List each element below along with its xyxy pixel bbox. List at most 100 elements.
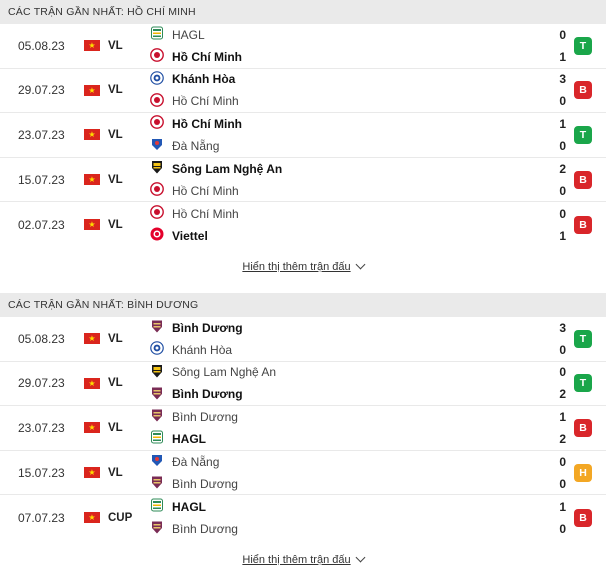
show-more-label[interactable]: Hiển thị thêm trận đấu <box>242 260 351 273</box>
scores: 1 2 <box>390 409 566 447</box>
scores: 0 1 <box>390 27 566 65</box>
vietnam-flag-icon <box>84 219 100 231</box>
danang-crest-icon <box>150 453 164 470</box>
hagl-crest-icon <box>150 26 164 43</box>
home-score: 2 <box>559 161 566 176</box>
away-team-name: HAGL <box>172 431 206 446</box>
match-row[interactable]: 05.08.23 VL HAGL Hồ Chí Minh 0 1 T <box>0 24 606 69</box>
chevron-down-icon <box>355 552 366 563</box>
competition-label: VL <box>108 128 123 141</box>
scores: 0 0 <box>390 454 566 492</box>
home-team: Bình Dương <box>150 409 390 425</box>
binhduong-crest-icon <box>150 319 164 336</box>
hagl-crest-icon <box>150 498 164 515</box>
home-team-name: Sông Lam Nghệ An <box>172 365 277 380</box>
home-team: Sông Lam Nghệ An <box>150 161 390 177</box>
hcm-crest-icon <box>150 182 164 199</box>
show-more-link[interactable]: Hiển thị thêm trận đấu <box>0 247 606 287</box>
away-team: Hồ Chí Minh <box>150 48 390 65</box>
vietnam-flag-icon <box>84 377 100 389</box>
binhduong-crest-icon <box>150 475 164 492</box>
match-date: 15.07.23 <box>18 172 65 187</box>
scores: 3 0 <box>390 320 566 358</box>
competition-label: VL <box>108 39 123 52</box>
vietnam-flag-icon <box>84 174 100 186</box>
home-team: Hồ Chí Minh <box>150 115 390 132</box>
match-row[interactable]: 15.07.23 VL Đà Nẵng Bình Dương 0 0 H <box>0 451 606 496</box>
vietnam-flag-icon <box>84 84 100 96</box>
match-date: 02.07.23 <box>18 217 65 232</box>
result-badge: T <box>574 329 592 348</box>
match-row[interactable]: 15.07.23 VL Sông Lam Nghệ An Hồ Chí Minh… <box>0 158 606 203</box>
teams: HAGL Bình Dương <box>150 498 390 537</box>
teams: HAGL Hồ Chí Minh <box>150 26 390 65</box>
show-more-label[interactable]: Hiển thị thêm trận đấu <box>242 553 351 566</box>
result-badge: B <box>574 215 592 234</box>
away-team: Bình Dương <box>150 521 390 537</box>
match-row[interactable]: 02.07.23 VL Hồ Chí Minh Viettel 0 1 B <box>0 202 606 247</box>
teams: Sông Lam Nghệ An Bình Dương <box>150 364 390 402</box>
home-score: 1 <box>559 409 566 424</box>
match-row[interactable]: 07.07.23 CUP HAGL Bình Dương 1 0 B <box>0 495 606 540</box>
competition-label: VL <box>108 173 123 186</box>
away-score: 2 <box>559 431 566 446</box>
home-team: HAGL <box>150 498 390 515</box>
match-date: 07.07.23 <box>18 510 65 525</box>
home-score: 0 <box>559 365 566 380</box>
hcm-crest-icon <box>150 92 164 110</box>
teams: Đà Nẵng Bình Dương <box>150 454 390 492</box>
match-row[interactable]: 29.07.23 VL Khánh Hòa Hồ Chí Minh 3 0 B <box>0 69 606 114</box>
khanhhoa-crest-icon <box>150 71 164 88</box>
home-score: 3 <box>559 320 566 335</box>
teams: Bình Dương HAGL <box>150 409 390 447</box>
hcm-crest-icon <box>150 48 164 65</box>
away-score: 0 <box>559 521 566 536</box>
home-team-name: Hồ Chí Minh <box>172 116 242 131</box>
away-team-name: Viettel <box>172 228 208 243</box>
home-team: Khánh Hòa <box>150 71 390 87</box>
competition-label: VL <box>108 466 123 479</box>
khanhhoa-crest-icon <box>150 341 164 358</box>
binhduong-crest-icon <box>150 408 164 425</box>
away-score: 1 <box>559 49 566 64</box>
home-team: Sông Lam Nghệ An <box>150 364 390 380</box>
away-score: 2 <box>559 387 566 402</box>
home-team-name: Bình Dương <box>172 320 243 335</box>
slna-crest-icon <box>150 160 164 177</box>
away-team: Khánh Hòa <box>150 341 390 358</box>
match-row[interactable]: 05.08.23 VL Bình Dương Khánh Hòa 3 0 T <box>0 317 606 362</box>
vietnam-flag-icon <box>84 512 100 524</box>
away-team: Viettel <box>150 227 390 244</box>
scores: 2 0 <box>390 161 566 199</box>
hagl-crest-icon <box>150 430 164 447</box>
scores: 0 2 <box>390 364 566 402</box>
home-score: 0 <box>559 454 566 469</box>
binhduong-crest-icon <box>150 386 164 403</box>
slna-crest-icon <box>150 364 164 381</box>
home-team-name: HAGL <box>172 27 205 42</box>
away-score: 0 <box>559 183 566 198</box>
away-score: 0 <box>559 138 566 153</box>
competition-label: VL <box>108 84 123 97</box>
show-more-link[interactable]: Hiển thị thêm trận đấu <box>0 540 606 571</box>
away-team: HAGL <box>150 430 390 447</box>
vietnam-flag-icon <box>84 40 100 52</box>
section-header: CÁC TRẬN GẦN NHẤT: BÌNH DƯƠNG <box>0 292 606 317</box>
home-team: HAGL <box>150 26 390 43</box>
competition-label: VL <box>108 377 123 390</box>
match-row[interactable]: 23.07.23 VL Bình Dương HAGL 1 2 B <box>0 406 606 451</box>
result-badge: T <box>574 374 592 393</box>
match-date: 29.07.23 <box>18 376 65 391</box>
binhduong-crest-icon <box>150 520 164 537</box>
result-badge: B <box>574 418 592 437</box>
match-row[interactable]: 23.07.23 VL Hồ Chí Minh Đà Nẵng 1 0 T <box>0 113 606 158</box>
home-team: Bình Dương <box>150 320 390 336</box>
competition-label: VL <box>108 332 123 345</box>
match-row[interactable]: 29.07.23 VL Sông Lam Nghệ An Bình Dương … <box>0 362 606 407</box>
result-badge: B <box>574 170 592 189</box>
result-badge: H <box>574 463 592 482</box>
home-team: Đà Nẵng <box>150 454 390 470</box>
away-team-name: Bình Dương <box>172 476 238 491</box>
match-date: 05.08.23 <box>18 38 65 53</box>
